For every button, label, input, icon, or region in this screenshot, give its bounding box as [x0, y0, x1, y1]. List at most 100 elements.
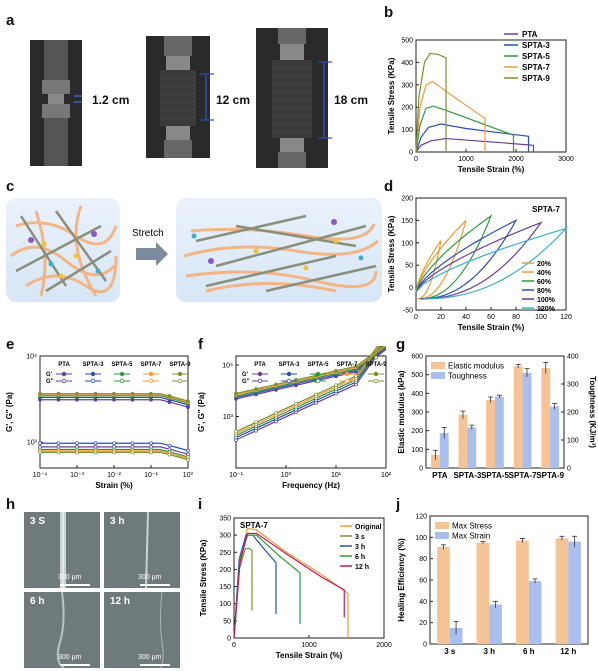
series-line	[415, 80, 486, 153]
x-tick-label: 3 h	[483, 647, 495, 656]
scalebar-2	[140, 584, 170, 586]
data-point	[274, 382, 278, 387]
legend-label: Max Strain	[452, 532, 490, 541]
legend-label: Toughness	[448, 372, 487, 381]
x-tick-label: 0	[414, 314, 418, 321]
stretch-arrow	[136, 242, 168, 266]
y-tick-label: 350	[219, 516, 231, 523]
y-tick-label: 500	[411, 372, 423, 379]
x-tick-label: 80	[512, 314, 520, 321]
legend-marker	[148, 371, 154, 377]
chart-g: 0 100 200 300 400 500 600 0 100 200 300 400 PTA SPTA-…	[397, 354, 597, 481]
loop-curve	[415, 219, 467, 300]
y-tick-label: 50	[405, 263, 413, 270]
legend-swatch	[431, 362, 445, 369]
y-tick-label: 10⁴	[26, 354, 37, 361]
data-point	[93, 450, 98, 455]
chart-title: SPTA-7	[532, 205, 560, 214]
data-point	[56, 441, 61, 446]
photo-tensile-18cm	[256, 28, 328, 168]
x-axis-label: Tensile Strain (%)	[458, 165, 525, 174]
y-tick-label: 500	[401, 38, 413, 45]
panel-label-f: f	[198, 336, 203, 353]
y-tick-label: 200	[401, 196, 413, 203]
data-point	[234, 391, 238, 396]
y-tick-label: 100	[415, 535, 427, 542]
data-point	[234, 429, 238, 434]
data-point	[274, 411, 278, 415]
y-tick-label: 400	[411, 391, 423, 398]
x-tick-label: 0	[414, 156, 418, 163]
x-axis-label: Tensile Strain (%)	[276, 651, 343, 660]
network-before	[10, 205, 118, 297]
data-point	[354, 364, 358, 369]
legend-label: PTA	[522, 30, 538, 39]
data-point	[56, 450, 61, 455]
scalebar-1	[60, 584, 90, 586]
legend-marker	[90, 371, 96, 377]
x-tick-label: 10⁰	[281, 471, 292, 479]
legend-row-label: G''	[242, 379, 250, 385]
chart-title: SPTA-7	[240, 521, 268, 530]
panel-label-h: h	[6, 496, 16, 513]
y-tick-label: 600	[411, 354, 423, 361]
y-axis-label: G', G'' (Pa)	[5, 392, 14, 432]
legend-header: SPTA-3	[279, 362, 301, 368]
legend-marker	[286, 371, 292, 377]
legend-header: PTA	[254, 362, 266, 368]
legend-label: 12 h	[355, 564, 369, 571]
arrow-12cm	[200, 73, 214, 121]
y-tick-label: 0	[423, 642, 427, 649]
series-line	[235, 346, 385, 395]
y-tick-label: -50	[403, 308, 413, 315]
network-after	[183, 214, 380, 293]
micrograph-3h	[104, 512, 180, 588]
y-axis-label: Tensile Stress (KPa)	[387, 215, 396, 292]
legend-label: SPTA-9	[522, 74, 550, 83]
y-tick-label: 40	[419, 599, 427, 606]
legend-marker	[177, 371, 183, 377]
legend-header: SPTA-9	[170, 362, 192, 368]
y-tick-label: 10³	[223, 414, 234, 421]
data-point	[75, 450, 79, 455]
data-point	[112, 391, 116, 396]
y-tick-label: 80	[419, 556, 427, 563]
plot-frame	[415, 39, 567, 153]
x-tick-label: 10¹	[331, 472, 342, 479]
legend-label: 3 s	[355, 534, 365, 541]
series-line	[235, 346, 380, 434]
data-point	[38, 391, 42, 396]
y-axis-label: Healing Efficiency (%)	[397, 538, 406, 622]
x-axis-label: Tensile Strain (%)	[458, 323, 525, 332]
series-line	[415, 123, 530, 153]
panel-label-a: a	[6, 12, 15, 29]
gauge-length-1: 1.2 cm	[92, 93, 130, 107]
x-tick-label: 10⁰	[183, 471, 194, 479]
x-tick-label: 3000	[558, 156, 574, 163]
y-tick-label: 100	[401, 240, 413, 247]
scalebar-label-4: 300 μm	[138, 654, 162, 661]
series-line	[233, 527, 349, 639]
legend-header: SPTA-5	[112, 362, 134, 368]
x-tick-label: 10²	[381, 472, 392, 479]
photo-tensile-12cm	[146, 36, 210, 158]
legend-marker	[61, 378, 67, 384]
bar	[568, 541, 581, 644]
data-point	[112, 450, 116, 455]
data-point	[186, 457, 190, 462]
arrow-18cm	[318, 61, 332, 139]
legend-marker	[119, 378, 125, 384]
y-tick-label: 150	[401, 218, 413, 225]
legend-label: 100%	[537, 297, 556, 304]
y-tick-label: 0	[409, 150, 413, 157]
legend-header: SPTA-7	[141, 362, 163, 368]
series-line	[415, 105, 515, 153]
y-tick-label: 250	[219, 550, 231, 557]
y-tick-label: 20	[419, 620, 427, 627]
legend-marker	[373, 378, 379, 384]
data-point	[56, 391, 61, 396]
scalebar-4	[140, 664, 170, 666]
legend-header: SPTA-9	[366, 362, 388, 368]
series-line	[235, 346, 387, 397]
chart-b: 0 1000 2000 3000 0 100 200 300 400 500 Tensile Str…	[387, 30, 574, 174]
